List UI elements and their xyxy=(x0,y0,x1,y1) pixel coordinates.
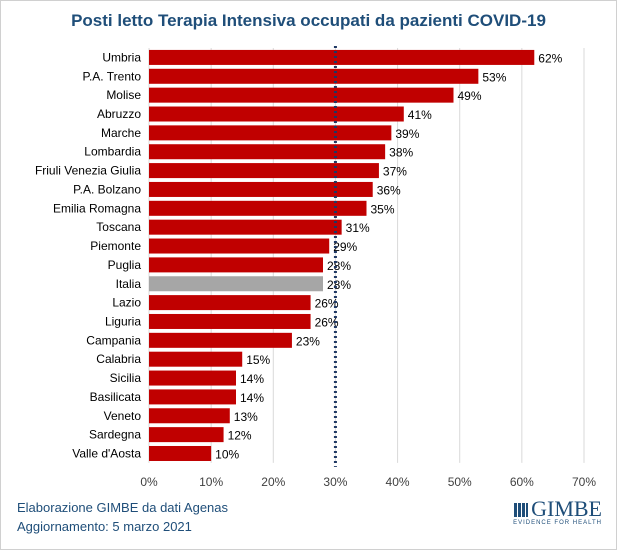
logo-mark-icon xyxy=(514,503,529,517)
bar xyxy=(149,408,230,424)
data-label: 14% xyxy=(240,391,264,405)
category-label: P.A. Trento xyxy=(83,69,142,83)
category-label: Lombardia xyxy=(84,145,141,159)
data-label: 35% xyxy=(371,202,395,216)
category-label: Friuli Venezia Giulia xyxy=(35,164,141,178)
category-label: Toscana xyxy=(96,220,141,234)
x-tick-label: 0% xyxy=(140,475,158,489)
x-tick-label: 20% xyxy=(261,475,285,489)
logo-tagline: EVIDENCE FOR HEALTH xyxy=(513,520,602,526)
bar xyxy=(149,389,236,405)
category-label: P.A. Bolzano xyxy=(73,182,141,196)
footer-update: Aggiornamento: 5 marzo 2021 xyxy=(17,519,192,534)
x-tick-label: 50% xyxy=(448,475,472,489)
gimbe-logo: GIMBE EVIDENCE FOR HEALTH xyxy=(513,496,602,527)
data-label: 13% xyxy=(234,410,258,424)
logo-name: GIMBE xyxy=(531,496,602,521)
category-label: Basilicata xyxy=(90,390,142,404)
category-label: Emilia Romagna xyxy=(53,201,141,215)
category-label: Campania xyxy=(86,333,141,347)
x-tick-label: 40% xyxy=(386,475,410,489)
data-label: 26% xyxy=(315,297,339,311)
bar xyxy=(149,313,311,329)
bar xyxy=(149,276,323,292)
category-label: Sicilia xyxy=(110,371,142,385)
category-label: Puglia xyxy=(108,258,142,272)
bar xyxy=(149,200,367,216)
category-label: Liguria xyxy=(105,314,141,328)
data-label: 62% xyxy=(538,51,562,65)
data-label: 28% xyxy=(327,259,351,273)
bar xyxy=(149,125,392,141)
data-label: 53% xyxy=(482,70,506,84)
data-label: 15% xyxy=(246,353,270,367)
category-label: Valle d'Aosta xyxy=(72,446,141,460)
data-label: 41% xyxy=(408,108,432,122)
bar xyxy=(149,332,292,348)
category-label: Lazio xyxy=(112,296,141,310)
bar xyxy=(149,68,479,84)
category-label: Abruzzo xyxy=(97,107,141,121)
data-label: 23% xyxy=(296,334,320,348)
bar xyxy=(149,181,373,197)
category-label: Sardegna xyxy=(89,428,141,442)
data-label: 26% xyxy=(315,315,339,329)
data-label: 29% xyxy=(333,240,357,254)
data-label: 10% xyxy=(215,447,239,461)
bar xyxy=(149,370,236,386)
data-label: 39% xyxy=(395,127,419,141)
bar-chart: 0% 10% 20% 30% 40% 50% 60% 70% Umbria 62% P.A. Tre… xyxy=(35,46,596,489)
bar xyxy=(149,257,323,273)
bar xyxy=(149,238,330,254)
bar xyxy=(149,106,404,122)
data-label: 14% xyxy=(240,372,264,386)
category-label: Piemonte xyxy=(90,239,141,253)
footer-source: Elaborazione GIMBE da dati Agenas xyxy=(17,500,229,515)
data-label: 36% xyxy=(377,183,401,197)
bar xyxy=(149,87,454,103)
x-tick-label: 30% xyxy=(323,475,347,489)
category-label: Veneto xyxy=(104,409,142,423)
data-label: 12% xyxy=(228,429,252,443)
data-label: 38% xyxy=(389,146,413,160)
data-label: 37% xyxy=(383,165,407,179)
bar xyxy=(149,144,386,160)
bar xyxy=(149,49,535,65)
data-label: 49% xyxy=(458,89,482,103)
category-label: Calabria xyxy=(96,352,141,366)
bar xyxy=(149,445,212,461)
category-label: Italia xyxy=(116,277,142,291)
category-label: Molise xyxy=(106,88,141,102)
bar xyxy=(149,295,311,311)
x-tick-label: 10% xyxy=(199,475,223,489)
category-label: Marche xyxy=(101,126,141,140)
category-label: Umbria xyxy=(102,50,141,64)
bar xyxy=(149,427,224,443)
bar xyxy=(149,219,342,235)
data-label: 31% xyxy=(346,221,370,235)
x-tick-label: 70% xyxy=(572,475,596,489)
x-tick-label: 60% xyxy=(510,475,534,489)
bar xyxy=(149,351,243,367)
chart-title: Posti letto Terapia Intensiva occupati d… xyxy=(71,11,546,30)
bar xyxy=(149,163,379,179)
data-label: 28% xyxy=(327,278,351,292)
